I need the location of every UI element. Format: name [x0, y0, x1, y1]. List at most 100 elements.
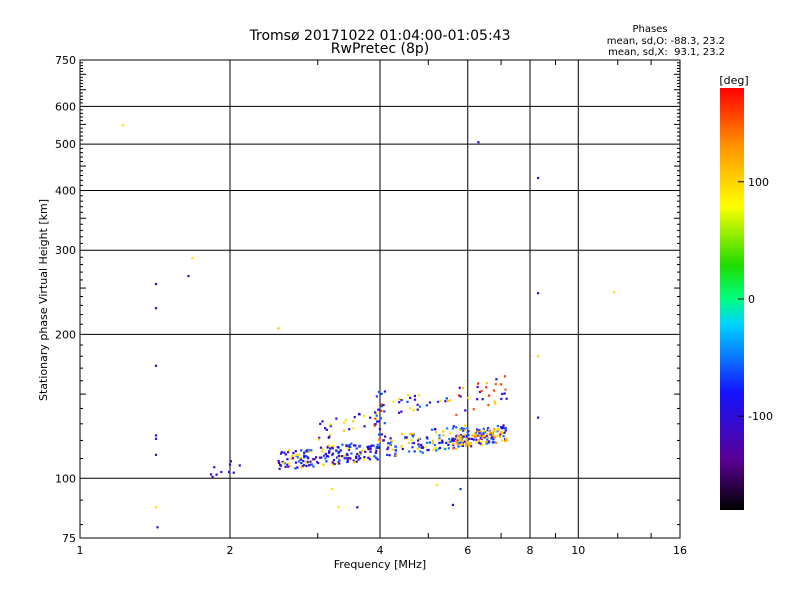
data-point	[368, 455, 371, 458]
data-point	[394, 454, 397, 458]
data-point	[447, 441, 450, 444]
y-tick-label: 600	[55, 100, 76, 113]
data-point	[374, 411, 377, 414]
data-point	[154, 437, 158, 440]
x-tick-label: 1	[77, 544, 84, 557]
data-point	[412, 441, 416, 445]
data-point	[289, 457, 292, 460]
y-tick-label: 500	[55, 138, 76, 151]
data-point	[400, 399, 403, 402]
data-point	[485, 386, 488, 389]
data-point	[330, 487, 333, 491]
data-point	[467, 433, 470, 436]
data-point	[384, 435, 387, 438]
data-point	[459, 487, 462, 491]
data-point	[437, 447, 440, 450]
data-point	[377, 408, 380, 411]
data-point	[484, 440, 488, 444]
data-point	[502, 427, 505, 430]
data-point	[291, 457, 295, 460]
data-point	[348, 443, 351, 447]
data-point	[411, 435, 415, 438]
data-point	[459, 395, 462, 398]
data-point	[325, 428, 328, 431]
data-point	[466, 431, 469, 434]
data-point	[491, 441, 494, 444]
data-point	[309, 460, 312, 463]
data-point	[461, 436, 464, 439]
colorbar-ticks: 100 0 -100	[738, 176, 773, 423]
data-point	[413, 450, 416, 453]
data-point	[411, 432, 415, 435]
data-point	[439, 399, 442, 403]
data-point	[355, 460, 358, 463]
data-point	[476, 385, 479, 389]
data-point	[346, 454, 349, 457]
data-point	[430, 428, 434, 431]
data-point	[287, 449, 290, 452]
data-point	[390, 440, 393, 443]
x-tick-label: 6	[464, 544, 471, 557]
data-point	[462, 435, 466, 438]
data-point	[465, 434, 468, 437]
data-point	[348, 428, 351, 431]
data-point	[417, 437, 421, 440]
data-point	[287, 465, 290, 468]
data-point	[451, 427, 455, 430]
data-point	[312, 465, 315, 468]
data-point	[232, 471, 235, 474]
data-point	[481, 437, 484, 440]
data-point	[308, 450, 311, 453]
data-point	[377, 433, 381, 436]
data-point	[304, 461, 308, 464]
data-point	[375, 449, 378, 452]
data-point	[370, 444, 374, 447]
data-point	[467, 439, 470, 442]
data-point	[426, 437, 429, 440]
data-point	[447, 447, 450, 450]
data-point	[336, 445, 339, 449]
data-point	[358, 452, 361, 456]
data-point	[335, 417, 338, 420]
data-point	[426, 441, 429, 444]
data-point	[213, 466, 216, 469]
data-point	[476, 439, 480, 442]
data-point	[380, 403, 383, 406]
data-point	[504, 388, 507, 391]
data-point	[300, 449, 303, 452]
data-point	[310, 463, 313, 466]
data-point	[294, 461, 298, 464]
data-point	[328, 435, 331, 439]
data-point	[466, 427, 469, 430]
data-point	[386, 453, 389, 456]
data-point	[352, 461, 356, 464]
data-point	[485, 442, 488, 445]
data-point	[490, 437, 493, 440]
legend-title: Phases	[632, 24, 667, 35]
data-point	[436, 400, 440, 403]
data-point	[460, 435, 463, 438]
data-point	[346, 459, 349, 462]
data-point	[477, 141, 480, 144]
data-point	[418, 405, 422, 408]
data-point	[432, 448, 435, 451]
data-point	[478, 432, 481, 435]
data-point	[469, 442, 472, 445]
data-point	[505, 439, 508, 442]
data-point	[461, 443, 464, 446]
data-point	[472, 435, 476, 438]
data-point	[367, 456, 370, 459]
data-point	[474, 431, 477, 435]
data-point	[337, 452, 340, 455]
data-point	[325, 460, 328, 463]
data-point	[446, 399, 450, 403]
data-point	[458, 386, 461, 389]
data-point	[391, 448, 394, 451]
data-point	[328, 447, 332, 450]
data-point	[322, 454, 326, 457]
data-point	[284, 465, 287, 468]
data-point	[460, 426, 464, 430]
data-point	[478, 390, 482, 394]
data-point	[305, 464, 308, 468]
data-point	[406, 400, 409, 403]
